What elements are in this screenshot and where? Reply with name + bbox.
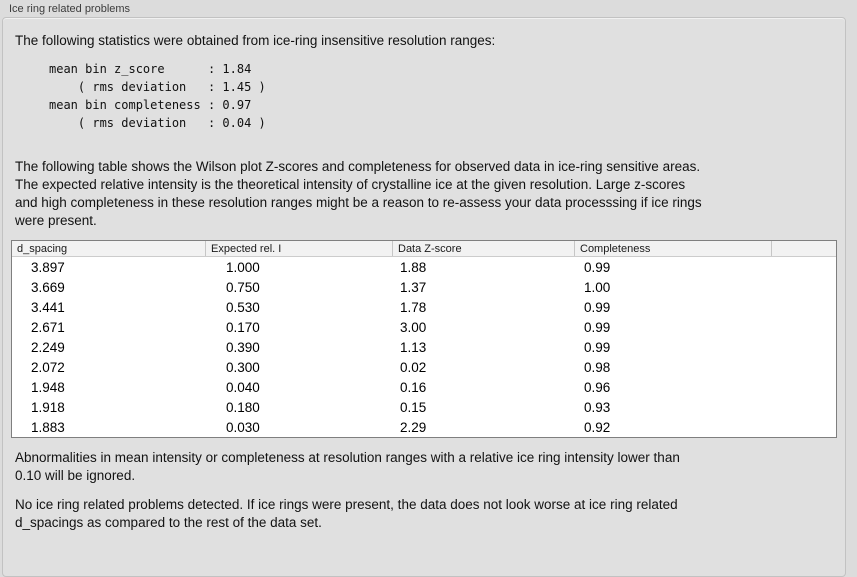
cell-completeness: 1.00 <box>584 279 611 295</box>
cell-d-spacing: 1.918 <box>31 399 65 415</box>
cell-filler <box>771 377 836 397</box>
table-row[interactable]: 3.897 1.000 1.88 0.99 <box>12 257 836 277</box>
table-row[interactable]: 2.249 0.390 1.13 0.99 <box>12 337 836 357</box>
cell-completeness: 0.99 <box>584 259 611 275</box>
table-row[interactable]: 1.918 0.180 0.15 0.93 <box>12 397 836 417</box>
cell-d-spacing: 3.441 <box>31 299 65 315</box>
cell-expected-rel-i: 0.170 <box>226 319 260 335</box>
cell-completeness: 0.98 <box>584 359 611 375</box>
cell-completeness: 0.99 <box>584 339 611 355</box>
cell-d-spacing: 2.072 <box>31 359 65 375</box>
cell-filler <box>771 357 836 377</box>
stats-block: mean bin z_score : 1.84 ( rms deviation … <box>49 62 266 130</box>
table-row[interactable]: 3.441 0.530 1.78 0.99 <box>12 297 836 317</box>
cell-data-z-score: 1.78 <box>400 299 427 315</box>
table-description-text: The following table shows the Wilson plo… <box>15 159 702 228</box>
cell-expected-rel-i: 0.040 <box>226 379 260 395</box>
cell-data-z-score: 1.37 <box>400 279 427 295</box>
cell-data-z-score: 1.13 <box>400 339 427 355</box>
cell-completeness: 0.92 <box>584 419 611 435</box>
table-row[interactable]: 1.883 0.030 2.29 0.92 <box>12 417 836 437</box>
column-header-d-spacing[interactable]: d_spacing <box>17 242 68 255</box>
cell-completeness: 0.96 <box>584 379 611 395</box>
groupbox-title: Ice ring related problems <box>9 3 131 15</box>
table-row[interactable]: 3.669 0.750 1.37 1.00 <box>12 277 836 297</box>
column-header-filler <box>771 241 836 256</box>
cell-completeness: 0.99 <box>584 299 611 315</box>
cell-d-spacing: 2.249 <box>31 339 65 355</box>
column-header-completeness[interactable]: Completeness <box>574 241 771 256</box>
cell-data-z-score: 0.15 <box>400 399 427 415</box>
cell-filler <box>771 297 836 317</box>
cell-completeness: 0.99 <box>584 319 611 335</box>
cell-filler <box>771 337 836 357</box>
cell-data-z-score: 0.02 <box>400 359 427 375</box>
cell-d-spacing: 1.948 <box>31 379 65 395</box>
cell-expected-rel-i: 0.300 <box>226 359 260 375</box>
table-row[interactable]: 2.671 0.170 3.00 0.99 <box>12 317 836 337</box>
ice-ring-groupbox: The following statistics were obtained f… <box>2 17 846 577</box>
cell-data-z-score: 0.16 <box>400 379 427 395</box>
cell-expected-rel-i: 0.530 <box>226 299 260 315</box>
cell-expected-rel-i: 1.000 <box>226 259 260 275</box>
table-row[interactable]: 2.072 0.300 0.02 0.98 <box>12 357 836 377</box>
table-header-row: d_spacing Expected rel. I Data Z-score C… <box>12 241 836 257</box>
table-body: 3.897 1.000 1.88 0.99 3.669 0.750 1.37 1… <box>12 257 836 437</box>
cell-expected-rel-i: 0.030 <box>226 419 260 435</box>
cell-filler <box>771 317 836 337</box>
ice-ring-table[interactable]: d_spacing Expected rel. I Data Z-score C… <box>11 240 837 438</box>
cell-filler <box>771 397 836 417</box>
cell-data-z-score: 3.00 <box>400 319 427 335</box>
cell-completeness: 0.93 <box>584 399 611 415</box>
cell-filler <box>771 257 836 277</box>
table-row[interactable]: 1.948 0.040 0.16 0.96 <box>12 377 836 397</box>
ignore-threshold-note: Abnormalities in mean intensity or compl… <box>15 450 680 483</box>
cell-data-z-score: 1.88 <box>400 259 427 275</box>
column-header-expected-rel-i[interactable]: Expected rel. I <box>205 241 392 256</box>
cell-filler <box>771 417 836 437</box>
cell-data-z-score: 2.29 <box>400 419 427 435</box>
conclusion-text: No ice ring related problems detected. I… <box>15 497 678 530</box>
cell-d-spacing: 3.669 <box>31 279 65 295</box>
cell-expected-rel-i: 0.390 <box>226 339 260 355</box>
cell-filler <box>771 277 836 297</box>
cell-expected-rel-i: 0.750 <box>226 279 260 295</box>
cell-d-spacing: 2.671 <box>31 319 65 335</box>
cell-d-spacing: 1.883 <box>31 419 65 435</box>
cell-d-spacing: 3.897 <box>31 259 65 275</box>
column-header-data-z-score[interactable]: Data Z-score <box>392 241 574 256</box>
intro-text: The following statistics were obtained f… <box>15 33 496 48</box>
cell-expected-rel-i: 0.180 <box>226 399 260 415</box>
